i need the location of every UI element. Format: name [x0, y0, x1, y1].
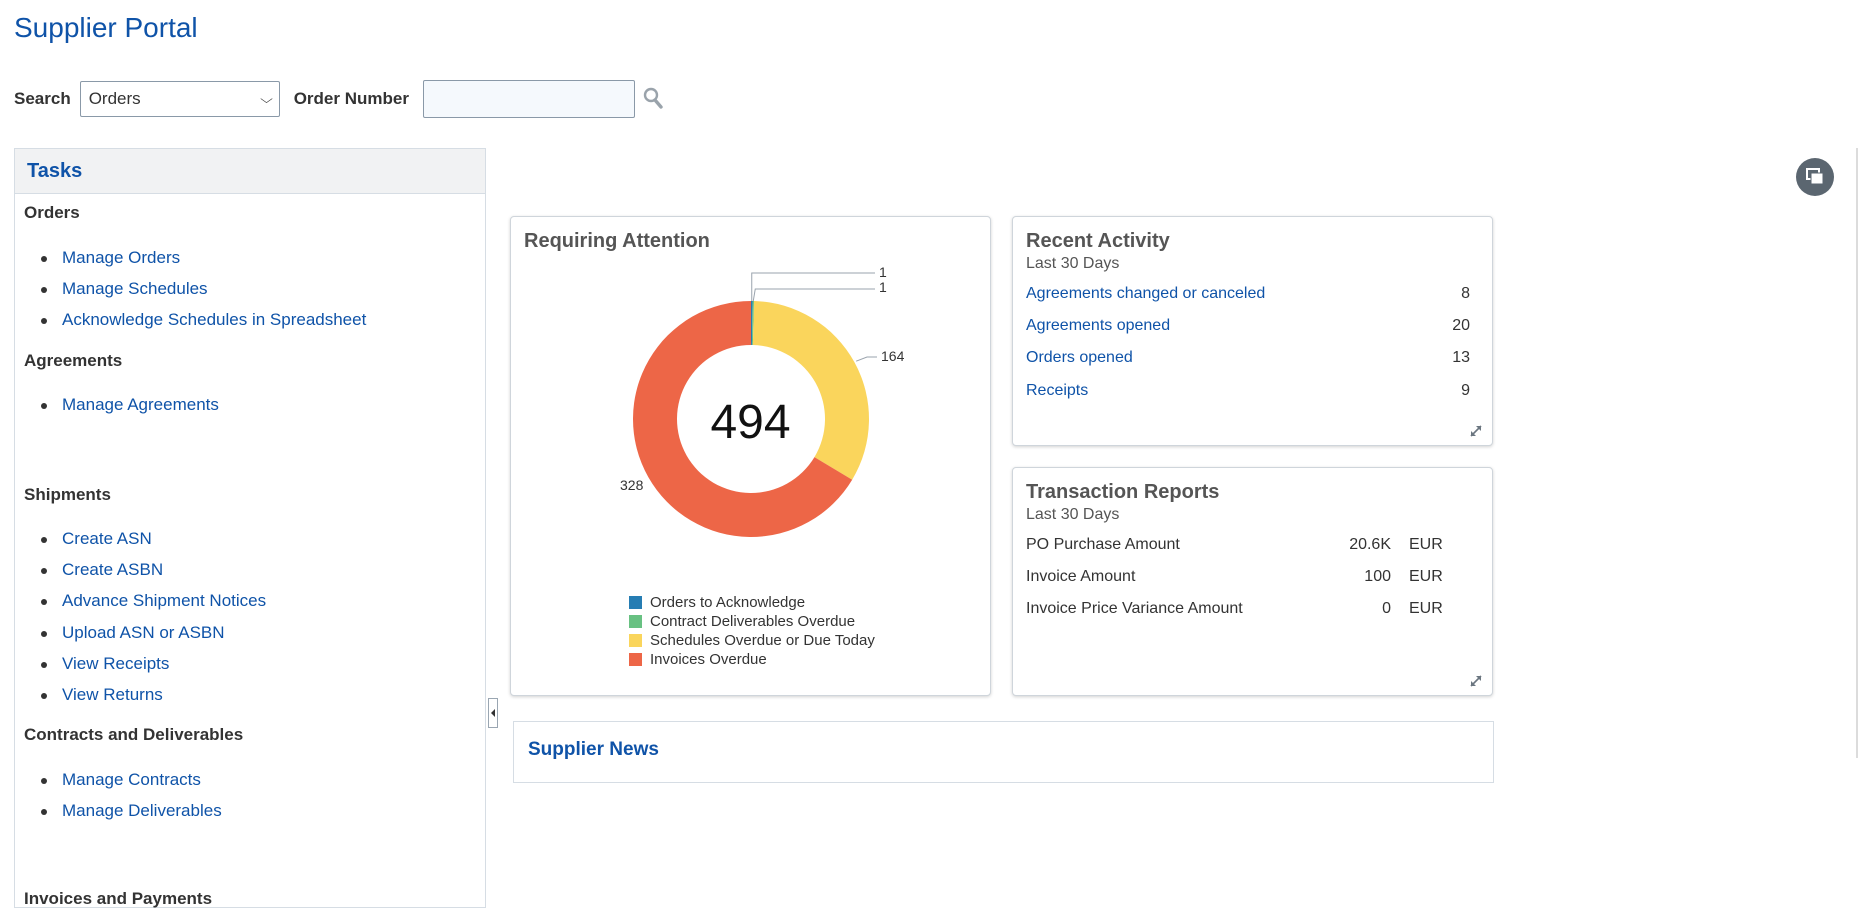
chart-legend: Orders to Acknowledge Contract Deliverab…: [629, 593, 875, 669]
legend-item: Contract Deliverables Overdue: [629, 612, 875, 631]
report-currency: EUR: [1409, 600, 1443, 617]
task-view-receipts[interactable]: View Receipts: [40, 654, 170, 673]
tasks-title: Tasks: [15, 149, 485, 194]
task-acknowledge-schedules[interactable]: Acknowledge Schedules in Spreadsheet: [40, 310, 367, 329]
task-manage-agreements[interactable]: Manage Agreements: [41, 395, 219, 414]
transaction-reports-title: Transaction Reports: [1026, 481, 1220, 503]
collapse-left-icon[interactable]: [488, 698, 498, 728]
legend-swatch: [629, 653, 642, 666]
slice-label-contract-deliverables: 1: [879, 279, 887, 295]
activity-count: 8: [1461, 285, 1470, 302]
section-orders-title: Orders: [24, 203, 80, 222]
slice-label-invoices-overdue: 328: [620, 477, 644, 493]
legend-label: Schedules Overdue or Due Today: [650, 632, 875, 649]
legend-label: Orders to Acknowledge: [650, 594, 806, 611]
legend-label: Contract Deliverables Overdue: [650, 613, 856, 630]
legend-label: Invoices Overdue: [650, 651, 767, 668]
section-contracts-title: Contracts and Deliverables: [24, 725, 244, 744]
page-title: Supplier Portal: [14, 12, 198, 43]
slice-invoices-overdue[interactable]: [633, 301, 853, 537]
activity-row: Agreements changed or canceled 8: [1026, 285, 1470, 307]
legend-item: Invoices Overdue: [629, 650, 875, 669]
activity-row: Orders opened 13: [1026, 349, 1470, 371]
stacked-windows-icon[interactable]: [1796, 158, 1834, 196]
recent-activity-card: Recent Activity Last 30 Days Agreements …: [1012, 216, 1493, 446]
activity-row: Agreements opened 20: [1026, 317, 1470, 339]
magnifier-icon[interactable]: [643, 85, 665, 113]
requiring-attention-title: Requiring Attention: [524, 230, 710, 252]
task-manage-contracts[interactable]: Manage Contracts: [41, 770, 201, 789]
legend-item: Orders to Acknowledge: [629, 593, 875, 612]
slice-label-schedules-overdue: 164: [881, 348, 905, 364]
slice-label-orders-to-acknowledge: 1: [879, 264, 887, 280]
section-invoices-title: Invoices and Payments: [24, 889, 213, 908]
activity-count: 9: [1461, 382, 1470, 399]
leader-line: [751, 272, 875, 302]
task-create-asn[interactable]: Create ASN: [41, 529, 152, 548]
expand-arrows-icon[interactable]: [1468, 423, 1484, 439]
requiring-attention-card: Requiring Attention 494 1 1 164 328 Orde…: [510, 216, 991, 696]
section-shipments-title: Shipments: [24, 485, 111, 504]
search-category-select[interactable]: Orders ⌵: [79, 81, 280, 117]
task-advance-shipment-notices[interactable]: Advance Shipment Notices: [40, 591, 267, 610]
task-manage-deliverables[interactable]: Manage Deliverables: [41, 801, 222, 820]
report-label: Invoice Amount: [1026, 568, 1136, 585]
report-row: PO Purchase Amount 20.6K EUR: [1026, 536, 1446, 558]
slice-contract-deliverables-overdue[interactable]: [751, 301, 755, 346]
slice-schedules-overdue[interactable]: [752, 301, 869, 480]
search-bar: Search Orders ⌵ Order Number: [14, 80, 665, 118]
report-label: PO Purchase Amount: [1026, 536, 1180, 553]
transaction-reports-subtitle: Last 30 Days: [1026, 506, 1120, 523]
report-amount: 20.6K: [1349, 536, 1391, 553]
order-number-label: Order Number: [293, 89, 409, 108]
right-edge-divider: [1856, 148, 1858, 758]
leader-line: [855, 356, 877, 362]
transaction-reports-card: Transaction Reports Last 30 Days PO Purc…: [1012, 467, 1493, 696]
task-create-asbn[interactable]: Create ASBN: [40, 560, 164, 579]
task-upload-asn[interactable]: Upload ASN or ASBN: [41, 623, 225, 642]
task-view-returns[interactable]: View Returns: [41, 685, 163, 704]
legend-swatch: [629, 634, 642, 647]
report-label: Invoice Price Variance Amount: [1026, 600, 1243, 617]
donut-total: 494: [710, 396, 791, 449]
task-manage-schedules[interactable]: Manage Schedules: [41, 279, 208, 298]
report-row: Invoice Amount 100 EUR: [1026, 568, 1446, 590]
activity-link-orders-opened[interactable]: Orders opened: [1026, 349, 1133, 366]
donut-chart: [633, 272, 877, 537]
activity-count: 20: [1452, 317, 1470, 334]
supplier-news-title[interactable]: Supplier News: [528, 739, 659, 760]
activity-count: 13: [1452, 349, 1470, 366]
report-currency: EUR: [1409, 568, 1443, 585]
activity-link-receipts[interactable]: Receipts: [1026, 382, 1089, 399]
expand-arrows-icon[interactable]: [1468, 673, 1484, 689]
report-row: Invoice Price Variance Amount 0 EUR: [1026, 600, 1446, 622]
recent-activity-subtitle: Last 30 Days: [1026, 255, 1120, 272]
legend-swatch: [629, 615, 642, 628]
search-label: Search: [14, 89, 71, 108]
activity-link-agreements-opened[interactable]: Agreements opened: [1026, 317, 1171, 334]
legend-item: Schedules Overdue or Due Today: [629, 631, 875, 650]
search-category-value: Orders: [88, 89, 141, 108]
report-currency: EUR: [1409, 536, 1443, 553]
task-manage-orders[interactable]: Manage Orders: [40, 248, 181, 267]
leader-line: [752, 288, 875, 302]
recent-activity-title: Recent Activity: [1026, 230, 1170, 252]
tasks-panel: Tasks Orders Manage Orders Manage Schedu…: [14, 148, 486, 908]
section-agreements-title: Agreements: [24, 351, 123, 370]
supplier-news-panel: Supplier News: [513, 721, 1494, 783]
report-amount: 0: [1382, 600, 1391, 617]
legend-swatch: [629, 596, 642, 609]
activity-row: Receipts 9: [1026, 382, 1470, 404]
report-amount: 100: [1364, 568, 1391, 585]
slice-orders-to-acknowledge[interactable]: [751, 301, 753, 346]
activity-link-agreements-changed[interactable]: Agreements changed or canceled: [1026, 285, 1266, 302]
order-number-input[interactable]: [422, 80, 635, 118]
chevron-down-icon: ⌵: [259, 91, 273, 106]
